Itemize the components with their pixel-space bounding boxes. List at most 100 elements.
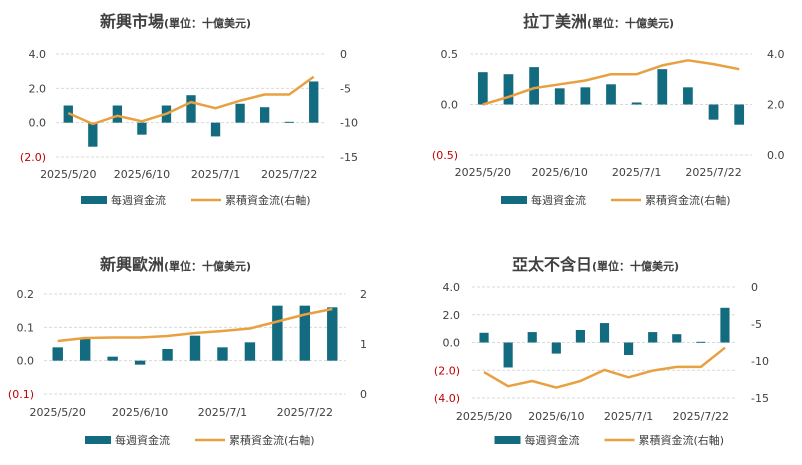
x-axis-tick: 2025/7/1 — [612, 166, 661, 179]
chart-4: 亞太不含日(單位：十億美元) 4.0 2.0 0.0 (2.0) (4.0) 0 -5 -10 -… — [434, 255, 769, 447]
weekly-flow-bar — [235, 103, 245, 123]
weekly-flow-bar — [107, 356, 118, 361]
chart-1: 新興市場(單位：十億美元) 4.0 2.0 0.0 (2.0) 0 -5 -10 -15 2025… — [20, 12, 358, 207]
weekly-flow-bar — [477, 72, 488, 105]
weekly-flow-bar — [186, 95, 196, 123]
left-axis-tick: 0.2 — [17, 288, 35, 301]
chart-title-unit: (單位：十億美元) — [164, 16, 251, 30]
chart-2: 拉丁美洲(單位：十億美元) 0.5 0.0 (0.5) 4.0 2.0 0.0 2025/5/… — [432, 12, 785, 207]
weekly-flow-bar — [479, 332, 489, 343]
right-axis-tick: 1 — [360, 338, 367, 351]
weekly-flow-bar — [272, 305, 283, 361]
weekly-flow-bar — [708, 104, 719, 120]
weekly-flow-bar — [112, 105, 123, 123]
weekly-flow-bar — [88, 122, 98, 147]
weekly-flow-bar — [551, 342, 561, 354]
weekly-flow-bar — [503, 74, 514, 105]
right-axis-tick: 0.0 — [767, 149, 785, 162]
left-axis-tick: (0.1) — [8, 388, 34, 401]
cumulative-flow-line — [57, 307, 333, 343]
weekly-flow-bar — [134, 360, 146, 365]
legend-line-label: 累積資金流(右軸) — [229, 433, 315, 447]
x-axis-tick: 2025/5/20 — [456, 410, 512, 423]
x-axis-tick: 2025/5/20 — [455, 166, 511, 179]
legend-bar-label: 每週資金流 — [525, 433, 580, 447]
left-axis-tick: 4.0 — [29, 48, 47, 61]
x-axis-tick: 2025/7/22 — [685, 166, 741, 179]
weekly-flow-bar — [259, 107, 270, 123]
weekly-flow-bar — [503, 342, 513, 368]
weekly-flow-bar — [210, 122, 221, 137]
chart-title-unit: (單位：十億美元) — [587, 16, 674, 30]
x-axis-tick: 2025/7/22 — [277, 406, 333, 419]
right-axis-tick: 2.0 — [767, 99, 785, 112]
weekly-flow-bar — [657, 69, 668, 105]
left-axis-tick: (0.5) — [432, 149, 458, 162]
right-axis-tick: 0 — [340, 48, 347, 61]
chart-title: 亞太不含日(單位：十億美元) — [512, 255, 679, 274]
left-axis-tick: 0.0 — [29, 117, 47, 130]
left-axis-tick: 0.0 — [443, 337, 461, 350]
chart-title-unit: (單位：十億美元) — [164, 259, 251, 273]
legend-line-label: 累積資金流(右軸) — [225, 193, 311, 207]
left-axis-tick: 0.5 — [441, 48, 459, 61]
x-axis-tick: 2025/7/22 — [673, 410, 729, 423]
left-axis-tick: 2.0 — [29, 82, 47, 95]
weekly-flow-bar — [648, 332, 658, 343]
chart-title-unit: (單位：十億美元) — [592, 259, 679, 273]
right-axis-tick: 0 — [360, 388, 367, 401]
x-axis-tick: 2025/7/1 — [191, 168, 240, 181]
x-axis-tick: 2025/5/20 — [40, 168, 96, 181]
legend-bar-swatch — [494, 436, 521, 444]
right-axis-tick: 2 — [360, 288, 367, 301]
right-axis-tick: -15 — [340, 151, 358, 164]
left-axis-tick: (2.0) — [434, 364, 460, 377]
legend-bar-label: 每週資金流 — [111, 193, 166, 207]
chart-3: 新興歐洲(單位：十億美元) 0.2 0.1 0.0 (0.1) 2 1 0 2025/5/20 2… — [8, 255, 367, 447]
right-axis-tick: -10 — [751, 355, 769, 368]
right-axis-tick: 0 — [751, 281, 758, 294]
weekly-flow-bar — [631, 102, 642, 105]
weekly-flow-bar — [284, 121, 294, 123]
weekly-flow-bar — [683, 87, 693, 105]
x-axis-tick: 2025/6/10 — [114, 168, 170, 181]
x-axis-tick: 2025/7/1 — [604, 410, 653, 423]
chart-title-main: 拉丁美洲 — [523, 12, 587, 31]
weekly-flow-bar — [244, 342, 256, 361]
legend-bar-label: 每週資金流 — [115, 433, 170, 447]
weekly-flow-bar — [52, 347, 63, 361]
chart-title: 新興市場(單位：十億美元) — [100, 12, 251, 31]
weekly-flow-bar — [527, 332, 537, 343]
weekly-flow-bar — [720, 307, 730, 343]
x-axis-tick: 2025/7/1 — [198, 406, 247, 419]
weekly-flow-bar — [327, 307, 338, 361]
weekly-flow-bar — [554, 88, 565, 105]
legend-line-label: 累積資金流(右軸) — [645, 193, 731, 207]
weekly-flow-bar — [672, 334, 682, 343]
x-axis-tick: 2025/7/22 — [261, 168, 317, 181]
right-axis-tick: -5 — [340, 82, 351, 95]
weekly-flow-bar — [79, 339, 91, 361]
weekly-flow-bar — [529, 67, 539, 105]
weekly-flow-bar — [162, 349, 173, 361]
chart-title-main: 新興歐洲 — [100, 255, 164, 274]
chart-title: 拉丁美洲(單位：十億美元) — [523, 12, 674, 31]
left-axis-tick: (2.0) — [20, 151, 46, 164]
cumulative-flow-line — [482, 59, 740, 106]
right-axis-tick: -10 — [340, 117, 358, 130]
legend-bar-label: 每週資金流 — [531, 193, 586, 207]
left-axis-tick: 4.0 — [443, 281, 461, 294]
left-axis-tick: 0.0 — [17, 355, 35, 368]
x-axis-tick: 2025/6/10 — [532, 166, 588, 179]
legend-bar-swatch — [501, 196, 527, 204]
chart-title-main: 新興市場 — [100, 12, 164, 31]
weekly-flow-bar — [606, 84, 616, 105]
weekly-flow-bar — [575, 330, 585, 343]
weekly-flow-bar — [309, 81, 319, 123]
weekly-flow-bar — [734, 104, 745, 125]
cumulative-flow-line — [67, 75, 315, 126]
chart-title: 新興歐洲(單位：十億美元) — [100, 255, 251, 274]
x-axis-tick: 2025/6/10 — [528, 410, 584, 423]
